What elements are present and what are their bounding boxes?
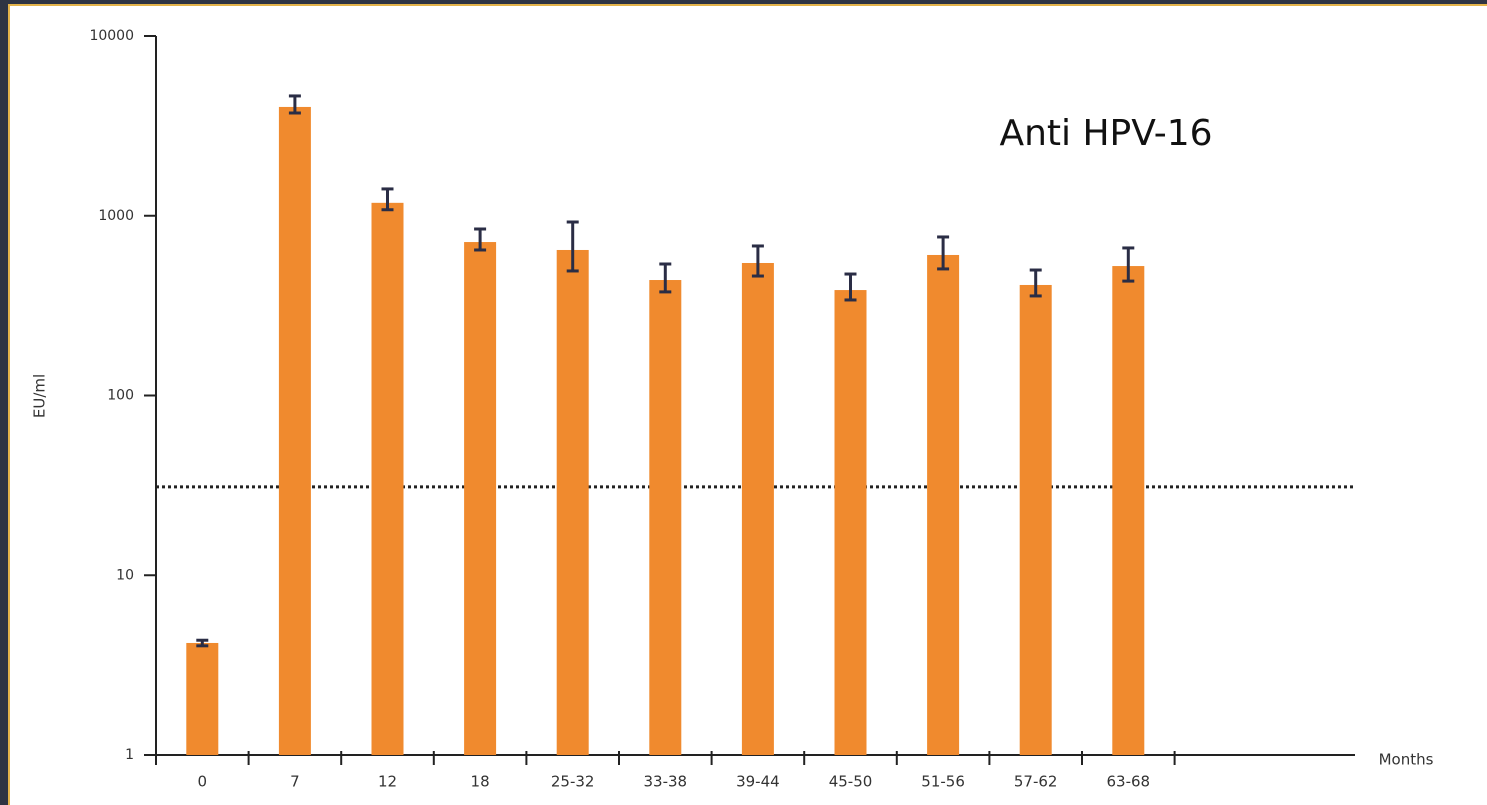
bar: [464, 242, 497, 756]
x-tick-label: 51-56: [921, 773, 965, 791]
x-tick-label: 0: [198, 773, 208, 791]
annotation: Anti HPV-16: [999, 113, 1212, 154]
x-axis-label: Months: [1379, 751, 1434, 769]
x-tick-label: 33-38: [644, 773, 688, 791]
x-tick-label: 39-44: [736, 773, 780, 791]
x-tick-label: 25-32: [551, 773, 595, 791]
x-tick-label: 18: [471, 773, 490, 791]
x-tick-label: 63-68: [1107, 773, 1151, 791]
y-tick-label: 100: [107, 388, 134, 404]
bar: [741, 262, 774, 755]
bar: [186, 642, 219, 755]
bar: [278, 106, 311, 756]
y-tick-label: 1: [125, 747, 134, 763]
x-tick-label: 45-50: [829, 773, 873, 791]
bar: [834, 290, 867, 755]
x-tick-label: 7: [290, 773, 300, 791]
bar: [649, 280, 682, 755]
bar: [1019, 284, 1052, 755]
bar: [1112, 266, 1145, 755]
bar: [556, 249, 589, 756]
y-tick-label: 10: [116, 567, 134, 583]
y-axis-label: EU/ml: [31, 374, 49, 418]
x-tick-label: 57-62: [1014, 773, 1058, 791]
y-tick-label: 10000: [89, 28, 134, 44]
x-tick-label: 12: [378, 773, 397, 791]
bar: [927, 254, 960, 755]
bar: [371, 202, 404, 755]
y-tick-label: 1000: [98, 208, 134, 224]
